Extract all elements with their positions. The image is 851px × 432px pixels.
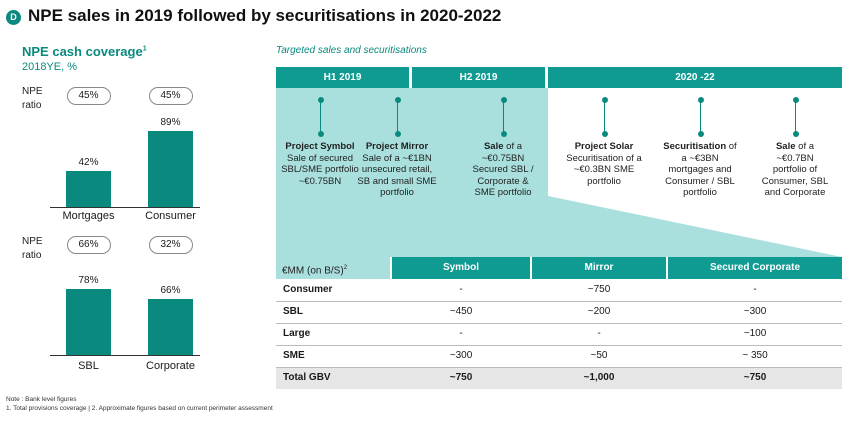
bar-sbl (66, 288, 111, 355)
category-label: Corporate (146, 360, 195, 372)
bar-value-label: 89% (160, 117, 181, 129)
timeline-connector (503, 98, 504, 134)
table-row-divider (276, 345, 842, 346)
page-title: NPE sales in 2019 followed by securitisa… (28, 6, 502, 25)
timeline-dot (500, 97, 507, 103)
timeline-connector (604, 98, 605, 134)
timeline-dot (792, 131, 799, 137)
category-label: SBL (78, 360, 99, 372)
npe-ratio-label-top: NPE ratio (22, 86, 43, 111)
coverage-title: NPE cash coverage1 (22, 44, 147, 59)
project-description: Project Symbol Sale of secured SBL/SME por… (281, 141, 359, 187)
timeline-dot (394, 97, 401, 103)
category-label: Mortgages (62, 210, 115, 222)
table-cell: ~750 (743, 372, 767, 383)
category-label: Consumer (145, 210, 196, 222)
table-cell: - (597, 328, 601, 339)
npe-ratio-pill: 45% (66, 87, 111, 105)
coverage-subtitle: 2018YE, % (22, 61, 78, 73)
table-cell: ~750 (449, 372, 473, 383)
total-row-background (276, 367, 842, 389)
period-2020-22: 2020 -22 (548, 67, 842, 88)
section-badge: D (6, 10, 21, 25)
table-cell: ~450 (449, 306, 473, 317)
period-h2-2019: H2 2019 (412, 67, 545, 88)
table-cell: - (459, 284, 463, 295)
timeline-dot (394, 131, 401, 137)
table-cell: - (753, 284, 757, 295)
timeline-dot (601, 97, 608, 103)
npe-ratio-pill: 32% (148, 236, 193, 254)
timeline-connector (320, 98, 321, 134)
note-line-1: Note : Bank level figures (6, 396, 77, 403)
table-cell: - (459, 328, 463, 339)
timeline-dot (317, 131, 324, 137)
table-col-symbol: Symbol (392, 257, 530, 279)
table-cell: ~300 (449, 350, 473, 361)
project-description: Sale of a ~€0.7BN portfolio of Consumer, SB… (761, 141, 829, 198)
table-cell: ~750 (587, 284, 611, 295)
table-corner-header: €MM (on B/S)2 (276, 257, 390, 279)
table-cell: ~1,000 (583, 372, 615, 383)
table-col-mirror: Mirror (532, 257, 666, 279)
timeline-connector (397, 98, 398, 134)
timeline-dot (697, 131, 704, 137)
bar-value-label: 78% (78, 274, 99, 286)
project-description: Securitisation of a ~€3BN mortgages and Con… (663, 141, 737, 198)
timeline-connector (700, 98, 701, 134)
table-row-divider (276, 323, 842, 324)
bar-consumer (148, 131, 193, 207)
table-row-label: Consumer (283, 284, 333, 295)
table-cell: ~100 (743, 328, 767, 339)
npe-ratio-pill: 66% (66, 236, 111, 254)
table-cell: ~50 (590, 350, 608, 361)
chart-axis (50, 355, 200, 356)
note-line-2: 1. Total provisions coverage | 2. Approx… (6, 405, 273, 412)
npe-ratio-pill: 45% (148, 87, 193, 105)
period-h1-2019: H1 2019 (276, 67, 409, 88)
table-row-label: Total GBV (283, 372, 331, 383)
table-cell: ~200 (587, 306, 611, 317)
table-cell: ~300 (743, 306, 767, 317)
timeline-dot (697, 97, 704, 103)
timeline-dot (317, 97, 324, 103)
timeline-caption: Targeted sales and securitisations (276, 45, 427, 56)
timeline-dot (500, 131, 507, 137)
bar-value-label: 42% (78, 157, 99, 169)
bar-mortgages (66, 171, 111, 207)
table-row-divider (276, 367, 842, 368)
project-description: Sale of a ~€0.75BN Secured SBL / Corporate … (472, 141, 534, 198)
table-row-label: Large (283, 328, 311, 339)
table-row-label: SBL (283, 306, 303, 317)
npe-ratio-label-bottom: NPE ratio (22, 236, 43, 261)
table-col-secured-corporate: Secured Corporate (668, 257, 842, 279)
table-row-divider (276, 301, 842, 302)
bar-corporate (148, 298, 193, 355)
timeline-dot (792, 97, 799, 103)
bar-value-label: 66% (160, 284, 181, 296)
project-description: Project Mirror Sale of a ~€1BN unsecured r… (357, 141, 437, 198)
project-description: Project Solar Securitisation of a ~€0.3BN … (566, 141, 642, 187)
timeline-dot (601, 131, 608, 137)
table-row-label: SME (283, 350, 305, 361)
chart-axis (50, 207, 200, 208)
table-cell: ~ 350 (742, 350, 768, 361)
timeline-connector (795, 98, 796, 134)
